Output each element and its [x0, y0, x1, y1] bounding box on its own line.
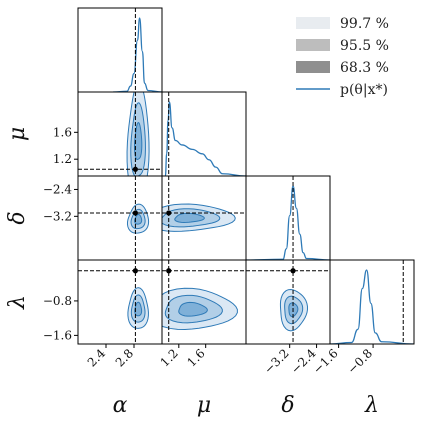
frame-r3-c0	[77, 259, 163, 345]
marginal-curve-lambda	[330, 269, 414, 344]
ytick-label-lambda: −1.6	[43, 328, 72, 342]
marginal-curve-mu	[164, 101, 246, 176]
contour-683-delta_vs_alpha	[134, 213, 143, 225]
marginal-curve-delta	[246, 185, 330, 260]
axis-labels: α μ δ λ μ δ λ	[5, 127, 379, 418]
frame-r1-c1	[161, 91, 247, 177]
contour-683-lambda_vs_mu	[178, 301, 208, 317]
panel-frames	[77, 7, 415, 345]
contour-panel-delta_vs_alpha	[126, 203, 150, 234]
contour-683-delta_vs_mu	[174, 212, 205, 223]
contour-panel-mu_vs_alpha	[126, 92, 150, 176]
frame-r3-c3	[329, 259, 415, 345]
xtick-label-mu: 1.2	[158, 346, 181, 369]
ylabel-delta: δ	[5, 211, 30, 224]
ytick-label-lambda: −0.8	[43, 294, 72, 308]
xtick-label-lambda: −0.8	[345, 346, 376, 377]
frame-r0-c0	[77, 7, 163, 93]
panels-layer	[112, 17, 414, 344]
marginal-delta	[246, 185, 330, 260]
contour-683-mu_vs_alpha	[133, 122, 143, 161]
legend: 99.7 % 95.5 % 68.3 % p(θ|x*)	[296, 16, 389, 98]
xlabel-delta: δ	[281, 393, 294, 418]
ytick-label-mu: 1.6	[53, 125, 72, 139]
legend-label-1: 95.5 %	[340, 38, 389, 54]
true-point-lambda_vs_delta	[290, 268, 296, 274]
ytick-label-delta: −2.4	[43, 182, 73, 196]
legend-label-0: 99.7 %	[340, 16, 389, 32]
tick-layer: 2.4 2.8 1.2 1.6 −3.2−2.4−1.6 −0.81.21.6−3.2−2…	[43, 125, 375, 376]
ylabel-lambda: λ	[5, 295, 30, 310]
legend-swatch-1	[296, 39, 330, 51]
marginal-lambda	[330, 269, 414, 344]
ytick-label-mu: 1.2	[53, 152, 72, 166]
contour-683-lambda_vs_alpha	[134, 301, 143, 317]
xtick-label-lambda: −1.6	[310, 346, 341, 377]
marginal-alpha	[112, 17, 162, 92]
legend-swatch-0	[296, 17, 330, 29]
contour-panel-lambda_vs_alpha	[127, 268, 149, 329]
xtick-label-delta: −3.2	[261, 346, 292, 377]
marginal-curve-alpha	[112, 17, 162, 92]
contour-panel-delta_vs_mu	[162, 203, 236, 232]
xlabel-lambda: λ	[364, 393, 379, 418]
frame-r1-c0	[77, 91, 163, 177]
xlabel-alpha: α	[113, 393, 128, 418]
xtick-label-alpha: 2.4	[85, 346, 109, 370]
contour-panel-lambda_vs_delta	[279, 268, 308, 332]
marginal-mu	[164, 101, 246, 176]
xtick-label-mu: 1.6	[184, 346, 207, 369]
legend-label-2: 68.3 %	[340, 60, 389, 76]
contour-panel-lambda_vs_mu	[162, 268, 238, 330]
ylabel-mu: μ	[5, 127, 30, 141]
frame-r2-c0	[77, 175, 163, 261]
legend-label-3: p(θ|x*)	[340, 82, 388, 98]
legend-swatch-2	[296, 61, 330, 73]
xlabel-mu: μ	[197, 393, 211, 418]
xtick-label-alpha: 2.8	[113, 346, 136, 369]
frame-r2-c2	[245, 175, 331, 261]
ytick-label-delta: −3.2	[43, 209, 72, 223]
